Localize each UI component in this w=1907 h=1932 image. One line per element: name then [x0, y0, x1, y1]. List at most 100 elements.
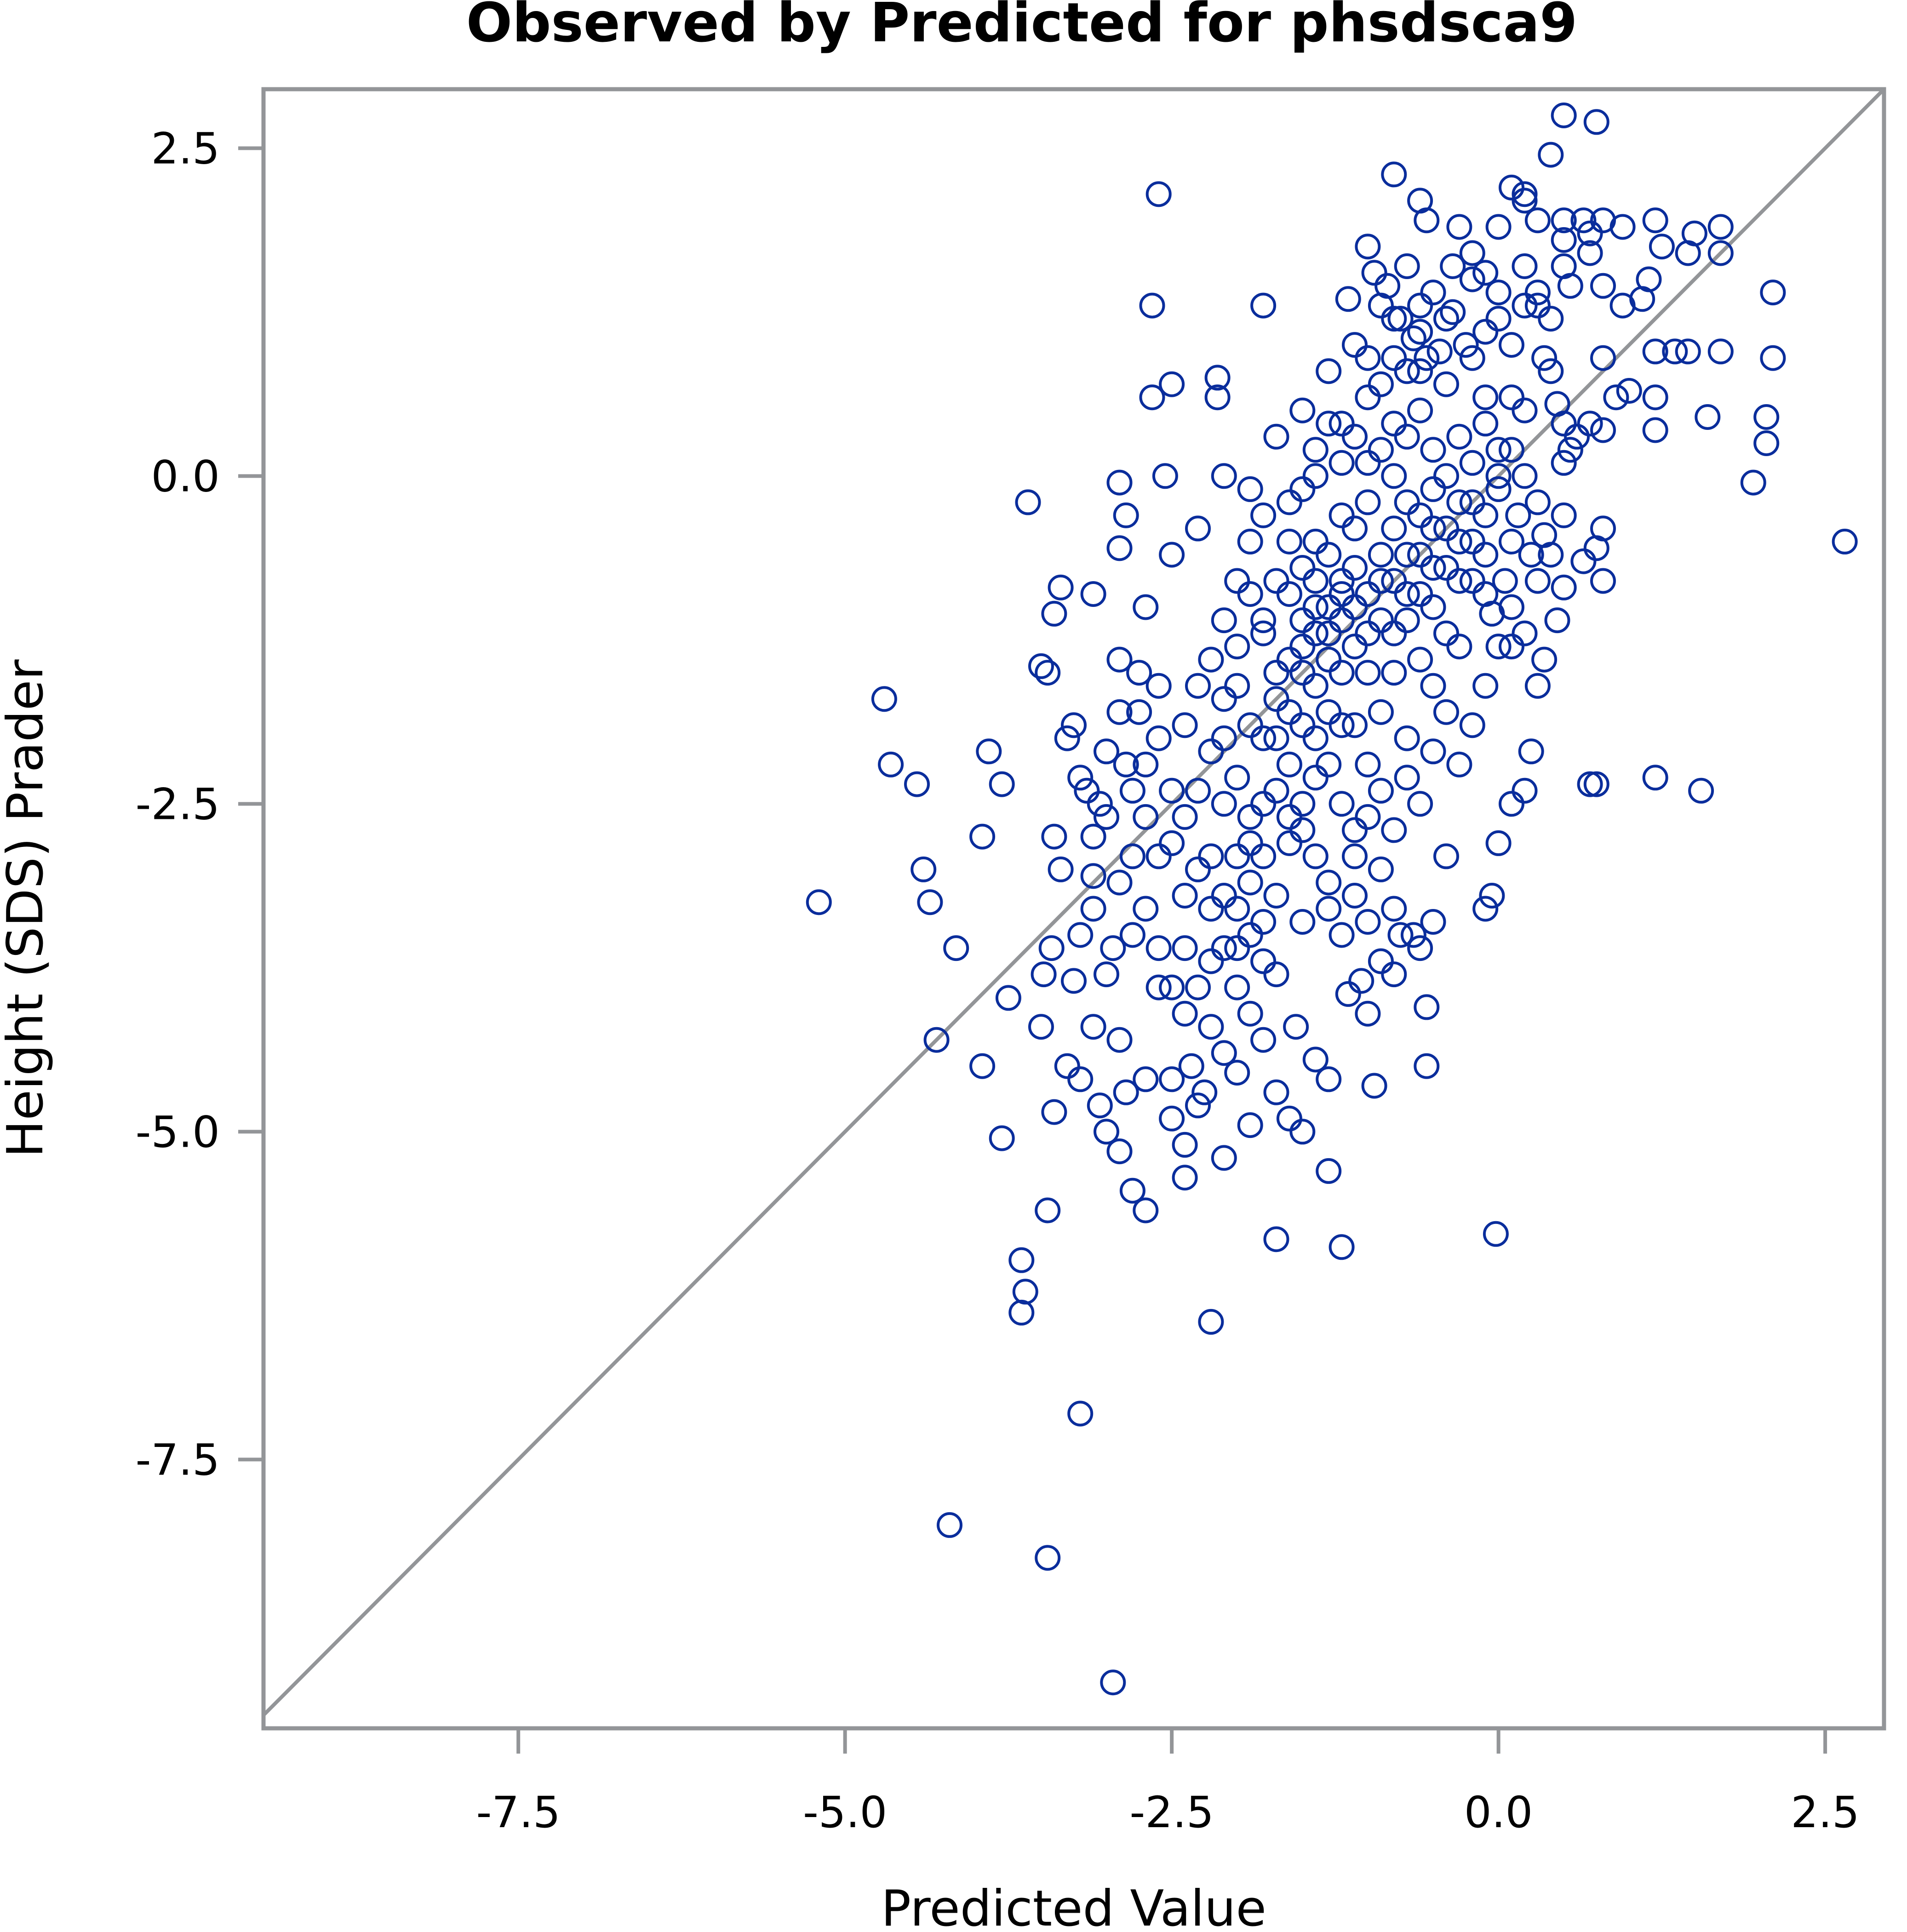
data-point	[1420, 673, 1446, 699]
y-tick-label: 0.0	[151, 452, 220, 502]
data-point	[1329, 581, 1355, 607]
data-point	[1159, 542, 1185, 568]
data-point	[1172, 1132, 1198, 1158]
data-point	[1316, 896, 1342, 922]
data-point	[1368, 607, 1394, 634]
data-point	[1159, 1105, 1185, 1132]
data-point	[1250, 791, 1277, 817]
data-point	[1753, 430, 1780, 456]
data-point	[1368, 856, 1394, 882]
data-point	[1316, 751, 1342, 777]
data-point	[1211, 883, 1237, 909]
data-point	[1329, 922, 1355, 948]
data-point	[1302, 1046, 1329, 1073]
data-point	[1224, 843, 1250, 869]
data-point	[1316, 1158, 1342, 1184]
data-point	[1355, 489, 1381, 515]
data-point	[1302, 673, 1329, 699]
data-point	[1472, 260, 1499, 286]
data-point	[1420, 437, 1446, 463]
x-axis: -7.5 -5.0 -2.5 0.0 2.5	[476, 1728, 1860, 1838]
data-point	[1100, 935, 1126, 961]
data-point	[917, 889, 943, 915]
data-point	[1355, 751, 1381, 777]
data-point	[1289, 607, 1316, 634]
data-point	[1198, 948, 1224, 974]
data-point	[1609, 214, 1636, 240]
data-point	[1080, 823, 1106, 850]
data-point	[995, 985, 1021, 1011]
data-point	[1185, 974, 1211, 1000]
data-point	[1250, 843, 1277, 869]
data-point	[1355, 234, 1381, 260]
y-axis: 2.5 0.0 -2.5 -5.0 -7.5	[136, 124, 263, 1485]
data-point	[1250, 620, 1277, 646]
data-point	[1394, 253, 1420, 279]
data-point	[1035, 660, 1061, 686]
data-point	[1329, 502, 1355, 528]
data-point	[1054, 725, 1080, 751]
x-tick-label: 0.0	[1464, 1788, 1533, 1838]
data-point	[1387, 922, 1414, 948]
data-point	[1094, 804, 1119, 830]
data-point	[1499, 384, 1524, 411]
data-point	[1008, 1299, 1035, 1326]
data-point	[1106, 469, 1133, 496]
data-point	[1551, 207, 1577, 234]
data-point	[1342, 634, 1368, 660]
data-point	[1276, 528, 1302, 554]
data-point	[1041, 600, 1067, 627]
data-point	[1433, 306, 1459, 332]
data-point	[1642, 207, 1668, 234]
data-point	[1433, 843, 1459, 869]
data-point	[1381, 896, 1407, 922]
data-point	[1028, 1014, 1054, 1040]
data-point	[1106, 646, 1133, 673]
data-point	[1499, 332, 1524, 358]
data-point	[1361, 260, 1387, 286]
data-point	[1237, 804, 1263, 830]
data-point	[1512, 777, 1538, 804]
data-point	[1590, 417, 1616, 443]
data-point	[1263, 686, 1289, 712]
data-point	[1041, 1099, 1067, 1125]
data-point	[976, 738, 1002, 765]
data-point	[1583, 771, 1609, 797]
data-point	[1485, 830, 1512, 856]
data-point	[1459, 266, 1485, 292]
data-point	[1276, 646, 1302, 673]
data-point	[1198, 1014, 1224, 1040]
data-point	[1551, 227, 1577, 253]
data-point	[1302, 463, 1329, 489]
data-point	[1198, 896, 1224, 922]
data-point	[1080, 863, 1106, 889]
data-point	[1211, 1040, 1237, 1066]
data-point	[1544, 607, 1570, 634]
data-point	[1433, 555, 1459, 581]
data-point	[1446, 528, 1472, 554]
data-point	[1368, 777, 1394, 804]
data-point	[1250, 607, 1277, 634]
data-point	[1139, 292, 1165, 319]
data-point	[1087, 791, 1113, 817]
data-point	[1289, 1119, 1316, 1145]
data-point	[989, 771, 1015, 797]
data-point	[1329, 411, 1355, 437]
data-point	[1381, 411, 1407, 437]
data-point	[1329, 1234, 1355, 1260]
data-point	[1753, 404, 1780, 430]
data-point	[1414, 994, 1440, 1020]
data-point	[1381, 660, 1407, 686]
data-point	[1485, 463, 1512, 489]
data-point	[1557, 437, 1583, 463]
data-point	[1139, 384, 1165, 411]
data-point	[1342, 817, 1368, 843]
data-point	[1368, 948, 1394, 974]
data-point	[1198, 1309, 1224, 1335]
data-point	[1106, 699, 1133, 725]
data-point	[1263, 568, 1289, 594]
data-point	[1499, 437, 1524, 463]
data-point	[1316, 646, 1342, 673]
data-point	[1459, 450, 1485, 476]
data-point	[1316, 1066, 1342, 1092]
